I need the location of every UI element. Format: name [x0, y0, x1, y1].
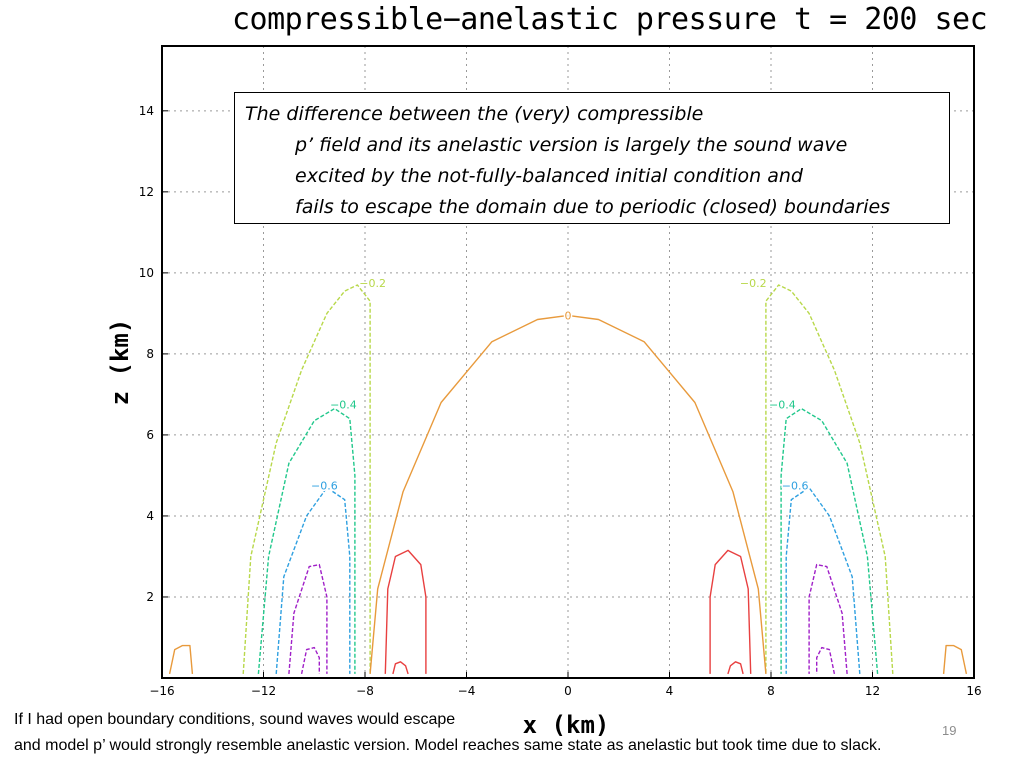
- x-axis-label: x (km): [523, 711, 610, 739]
- contour-label: 0: [565, 309, 572, 322]
- contour-label: −0.2: [359, 277, 386, 290]
- contour-line: [942, 644, 968, 675]
- y-tick-label: 12: [139, 185, 154, 199]
- contour-label: −0.2: [740, 277, 767, 290]
- y-tick-label: 14: [139, 104, 154, 118]
- y-tick-label: 6: [146, 428, 154, 442]
- x-tick-label: −16: [149, 684, 174, 698]
- footnote-line-2: and model p’ would strongly resemble ane…: [14, 737, 882, 754]
- contour-line: [168, 644, 194, 675]
- contour-line: [727, 661, 744, 675]
- footnote-line-1: If I had open boundary conditions, sound…: [14, 711, 456, 728]
- x-tick-label: 16: [966, 684, 981, 698]
- annotation-line: p’ field and its anelastic version is la…: [295, 134, 848, 156]
- contour-line: [392, 661, 409, 675]
- contour-line: [765, 284, 894, 674]
- contour-line: [808, 563, 848, 674]
- contour-labels: −0.2 −0.2 −0.4 −0.4 −0.6 −0.6 0: [310, 276, 810, 495]
- contour-label: −0.6: [311, 480, 338, 493]
- contour-line: [300, 646, 320, 675]
- x-tick-label: 4: [666, 684, 674, 698]
- contour-line: [780, 407, 879, 674]
- x-axis-ticks: −16 −12 −8 −4 0 4 8 12 16: [149, 672, 982, 698]
- annotation-line: The difference between the (very) compre…: [245, 103, 704, 125]
- contour-line: [369, 314, 767, 674]
- chart-title: compressible−anelastic pressure t = 200 …: [232, 2, 988, 37]
- y-axis-ticks: 2 4 6 8 10 12 14: [139, 104, 168, 604]
- contour-label: −0.4: [330, 399, 357, 412]
- contour-label: −0.6: [782, 480, 809, 493]
- x-tick-label: −12: [251, 684, 276, 698]
- y-tick-label: 4: [146, 509, 154, 523]
- annotation-line: fails to escape the domain due to period…: [295, 196, 891, 218]
- y-axis-label: z (km): [106, 319, 134, 406]
- x-tick-label: −8: [356, 684, 374, 698]
- slide-number: 19: [942, 723, 957, 738]
- y-tick-label: 2: [146, 590, 154, 604]
- annotation-line: excited by the not-fully-balanced initia…: [295, 165, 803, 187]
- annotation-box: The difference between the (very) compre…: [234, 92, 950, 224]
- y-tick-label: 10: [139, 266, 154, 280]
- x-tick-label: 12: [865, 684, 880, 698]
- contour-line: [257, 407, 356, 674]
- y-tick-label: 8: [146, 347, 154, 361]
- contour-label: −0.4: [769, 399, 796, 412]
- contour-line: [242, 284, 371, 674]
- contour-line: [384, 549, 427, 674]
- contour-line: [709, 549, 752, 674]
- contour-line: [288, 563, 328, 674]
- x-tick-label: 0: [564, 684, 572, 698]
- contour-line: [785, 486, 861, 674]
- contour-line: [275, 486, 351, 674]
- x-tick-label: 8: [767, 684, 775, 698]
- contour-lines: [168, 284, 968, 675]
- contour-line: [816, 646, 836, 675]
- x-tick-label: −4: [458, 684, 476, 698]
